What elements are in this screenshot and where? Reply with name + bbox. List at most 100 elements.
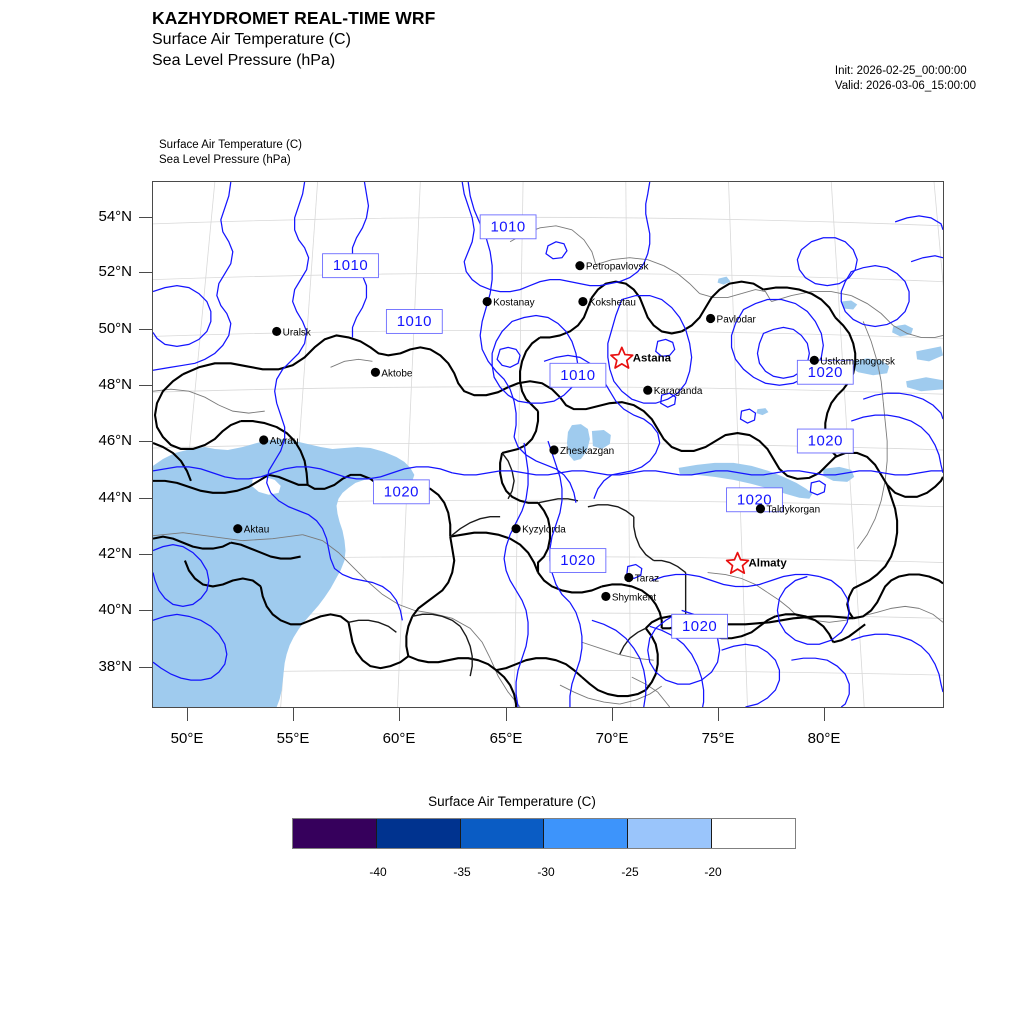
svg-text:1020: 1020 xyxy=(808,433,843,450)
x-tick-mark xyxy=(506,708,507,721)
x-tick-label: 50°E xyxy=(170,730,204,747)
x-tick-label: 80°E xyxy=(807,730,841,747)
x-tick-label: 55°E xyxy=(276,730,310,747)
svg-text:Shymkent: Shymkent xyxy=(612,592,657,603)
colorbar-tick-label: -20 xyxy=(704,865,722,879)
y-tick-mark xyxy=(139,272,152,273)
model-run-info: Init: 2026-02-25_00:00:00 Valid: 2026-03… xyxy=(835,64,976,93)
y-tick-label: 44°N xyxy=(98,489,132,506)
svg-text:Ustkamenogorsk: Ustkamenogorsk xyxy=(820,356,895,367)
city-marker-atyrau: Atyrau xyxy=(259,435,299,447)
plot-caption-temperature: Surface Air Temperature (C) xyxy=(159,139,302,151)
colorbar-segment-4[interactable] xyxy=(628,819,713,848)
colorbar-tick-label: -25 xyxy=(621,865,639,879)
city-marker-zheskazgan: Zheskazgan xyxy=(549,445,614,457)
capital-markers[interactable]: Astana Almaty xyxy=(610,346,787,575)
svg-text:Karaganda: Karaganda xyxy=(654,386,703,397)
svg-text:1010: 1010 xyxy=(397,313,432,330)
plot-caption-pressure: Sea Level Pressure (hPa) xyxy=(159,154,291,166)
svg-text:Aktau: Aktau xyxy=(244,525,269,536)
city-marker-kostanay: Kostanay xyxy=(482,296,535,309)
y-tick-label: 42°N xyxy=(98,545,132,562)
colorbar-segment-2[interactable] xyxy=(460,819,545,848)
y-tick-label: 46°N xyxy=(98,432,132,449)
valid-time-label: Valid: 2026-03-06_15:00:00 xyxy=(834,79,976,92)
map-canvas: 1010 1010 1010 1010 1020 1020 xyxy=(153,182,943,707)
x-tick-mark xyxy=(718,708,719,721)
svg-text:Aktobe: Aktobe xyxy=(381,368,412,379)
city-marker-shymkent: Shymkent xyxy=(601,591,657,603)
svg-text:Kokshetau: Kokshetau xyxy=(589,298,636,309)
city-marker-taraz: Taraz xyxy=(624,572,659,584)
page-title: KAZHYDROMET REAL-TIME WRF xyxy=(152,8,436,28)
colorbar-tick-label: -40 xyxy=(369,865,387,879)
city-marker-aktau: Aktau xyxy=(233,524,269,536)
colorbar-segment-1[interactable] xyxy=(376,819,461,848)
city-marker-uralsk: Uralsk xyxy=(272,326,311,338)
x-tick-mark xyxy=(399,708,400,721)
colorbar-tick-label: -30 xyxy=(537,865,555,879)
x-tick-mark xyxy=(293,708,294,721)
svg-text:Astana: Astana xyxy=(633,352,672,364)
svg-text:Kostanay: Kostanay xyxy=(493,298,535,309)
y-tick-mark xyxy=(139,610,152,611)
plot-caption: Surface Air Temperature (C) Sea Level Pr… xyxy=(159,138,302,168)
city-marker-aktobe: Aktobe xyxy=(370,367,413,379)
y-tick-label: 54°N xyxy=(98,208,132,225)
city-marker-taldykorgan: Taldykorgan xyxy=(755,504,820,516)
svg-text:1010: 1010 xyxy=(490,218,525,235)
svg-text:1020: 1020 xyxy=(808,364,843,381)
capital-marker-astana: Astana xyxy=(610,346,672,369)
city-marker-kyzylorda: Kyzylorda xyxy=(511,524,566,536)
header-block: KAZHYDROMET REAL-TIME WRF Surface Air Te… xyxy=(152,8,672,71)
svg-text:Petropavlovsk: Petropavlovsk xyxy=(586,262,649,273)
x-tick-label: 75°E xyxy=(701,730,735,747)
city-marker-pavlodar: Pavlodar xyxy=(706,313,757,325)
svg-text:1010: 1010 xyxy=(333,257,368,274)
y-tick-mark xyxy=(139,329,152,330)
colorbar-segment-0[interactable] xyxy=(293,819,377,848)
svg-text:Zheskazgan: Zheskazgan xyxy=(560,446,614,457)
colorbar-segment-3[interactable] xyxy=(544,819,629,848)
y-tick-mark xyxy=(139,217,152,218)
isobar-labels: 1010 1010 1010 1010 1020 1020 xyxy=(322,214,854,639)
y-tick-label: 38°N xyxy=(98,658,132,675)
svg-text:1020: 1020 xyxy=(682,618,717,635)
y-tick-mark xyxy=(139,441,152,442)
colorbar-title: Surface Air Temperature (C) xyxy=(428,794,596,809)
svg-text:Pavlodar: Pavlodar xyxy=(717,314,757,325)
isobar-contours xyxy=(153,182,943,707)
weather-map[interactable]: 1010 1010 1010 1010 1020 1020 xyxy=(152,181,944,708)
svg-text:1020: 1020 xyxy=(560,552,595,569)
title-subtitle-pressure: Sea Level Pressure (hPa) xyxy=(152,52,336,69)
x-tick-mark xyxy=(612,708,613,721)
colorbar-tick-label: -35 xyxy=(453,865,471,879)
init-time-label: Init: 2026-02-25_00:00:00 xyxy=(834,65,967,77)
y-tick-label: 40°N xyxy=(98,601,132,618)
city-marker-ustkamenogorsk: Ustkamenogorsk xyxy=(809,355,895,367)
city-markers[interactable]: Petropavlovsk Kostanay Kokshetau Pavloda… xyxy=(233,261,895,603)
title-subtitle-temperature: Surface Air Temperature (C) xyxy=(152,31,351,48)
svg-text:Uralsk: Uralsk xyxy=(283,327,311,338)
y-tick-label: 48°N xyxy=(98,376,132,393)
svg-text:1020: 1020 xyxy=(737,491,772,508)
colorbar-segment-5[interactable] xyxy=(712,819,795,848)
svg-text:1010: 1010 xyxy=(560,367,595,384)
y-tick-label: 52°N xyxy=(98,263,132,280)
svg-text:Atyrau: Atyrau xyxy=(270,436,299,447)
svg-text:Almaty: Almaty xyxy=(748,558,787,570)
svg-text:Taraz: Taraz xyxy=(635,573,659,584)
colorbar[interactable] xyxy=(292,818,796,849)
city-marker-kokshetau: Kokshetau xyxy=(578,296,636,309)
y-tick-label: 50°N xyxy=(98,320,132,337)
svg-text:Kyzylorda: Kyzylorda xyxy=(522,525,566,536)
x-tick-mark xyxy=(824,708,825,721)
x-tick-label: 60°E xyxy=(382,730,416,747)
y-tick-mark xyxy=(139,385,152,386)
svg-text:Taldykorgan: Taldykorgan xyxy=(766,505,820,516)
x-tick-mark xyxy=(187,708,188,721)
y-tick-mark xyxy=(139,498,152,499)
city-marker-karaganda: Karaganda xyxy=(643,385,703,397)
x-tick-label: 70°E xyxy=(595,730,629,747)
x-tick-label: 65°E xyxy=(489,730,523,747)
